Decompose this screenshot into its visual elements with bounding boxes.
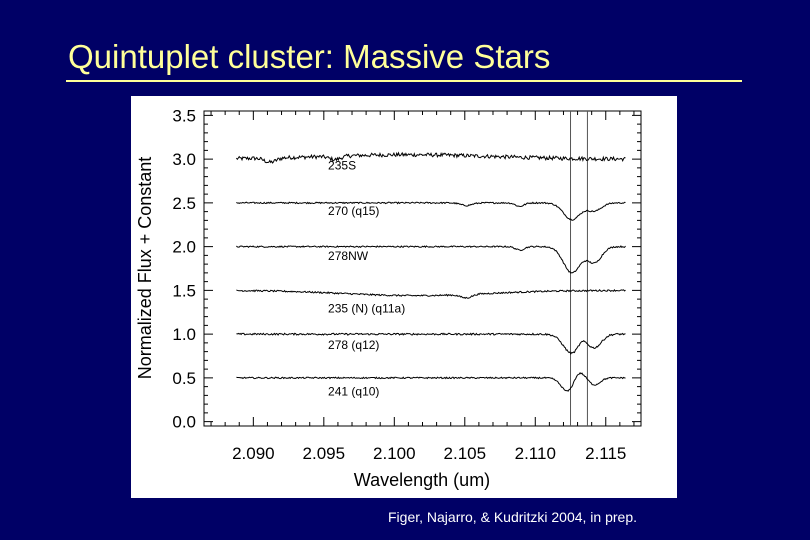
- y-tick-label: 0.5: [172, 369, 196, 388]
- spectrum-label: 235 (N) (q11a): [328, 301, 405, 315]
- x-tick-label: 2.095: [303, 444, 346, 463]
- spectrum-label: 270 (q15): [328, 204, 379, 218]
- spectra-chart: 2.090 2.095 2.100 2.105 2.110 2.115 0.0 0.5 1.0 1…: [135, 106, 642, 490]
- spectrum-line-3: [236, 289, 626, 299]
- spectrum-line-0: [235, 151, 626, 164]
- spectra-figure: 2.090 2.095 2.100 2.105 2.110 2.115 0.0 0.5 1.0 1…: [131, 96, 677, 498]
- spectrum-label: 278NW: [328, 249, 369, 263]
- spectrum-label: 241 (q10): [328, 384, 379, 398]
- x-tick-label: 2.105: [444, 444, 487, 463]
- y-tick-label: 3.5: [172, 106, 196, 125]
- title-underline: [66, 80, 742, 82]
- spectrum-line-2: [236, 245, 626, 274]
- y-tick-label: 1.5: [172, 281, 196, 300]
- y-axis-label: Normalized Flux + Constant: [135, 157, 155, 380]
- spectrum-label: 235S: [328, 159, 356, 173]
- slide-title: Quintuplet cluster: Massive Stars: [68, 38, 551, 75]
- citation: Figer, Najarro, & Kudritzki 2004, in pre…: [388, 509, 638, 525]
- spectrum-line-1: [236, 201, 626, 221]
- x-tick-label: 2.110: [515, 444, 556, 463]
- spectrum-line-5: [236, 371, 626, 392]
- y-tick-label: 0.0: [172, 413, 196, 432]
- x-tick-label: 2.115: [585, 444, 626, 463]
- y-tick-label: 2.0: [172, 238, 196, 257]
- spectrum-line-4: [236, 332, 626, 355]
- x-axis-label: Wavelength (um): [354, 470, 490, 490]
- x-tick-label: 2.100: [373, 444, 416, 463]
- y-tick-label: 1.0: [172, 325, 196, 344]
- y-tick-label: 2.5: [172, 194, 196, 213]
- spectrum-label: 278 (q12): [328, 338, 379, 352]
- x-tick-label: 2.090: [232, 444, 275, 463]
- y-tick-label: 3.0: [172, 150, 196, 169]
